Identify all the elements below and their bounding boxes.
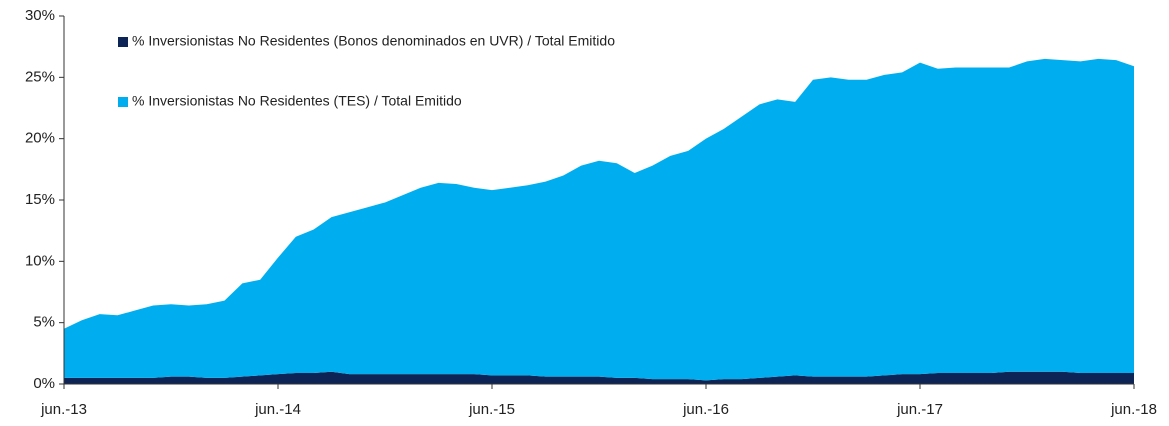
x-tick-label: jun.-16 [682,401,729,418]
area [64,58,1134,381]
y-tick-label: 0% [33,375,55,392]
y-tick-label: 20% [25,130,55,147]
y-tick-label: 25% [25,68,55,85]
y-tick-label: 30% [25,7,55,24]
legend-swatch [118,37,128,47]
x-tick-label: jun.-13 [40,401,87,418]
x-tick-label: jun.-15 [468,401,515,418]
y-tick-label: 15% [25,191,55,208]
legend-label: % Inversionistas No Residentes (TES) / T… [132,93,462,109]
x-tick-label: jun.-17 [896,401,943,418]
area [64,371,1134,384]
x-tick-label: jun.-18 [1110,401,1157,418]
y-tick-label: 5% [33,314,55,331]
legend-swatch [118,97,128,107]
x-tick-label: jun.-14 [254,401,301,418]
legend-label: % Inversionistas No Residentes (Bonos de… [132,33,615,49]
y-tick-label: 10% [25,252,55,269]
